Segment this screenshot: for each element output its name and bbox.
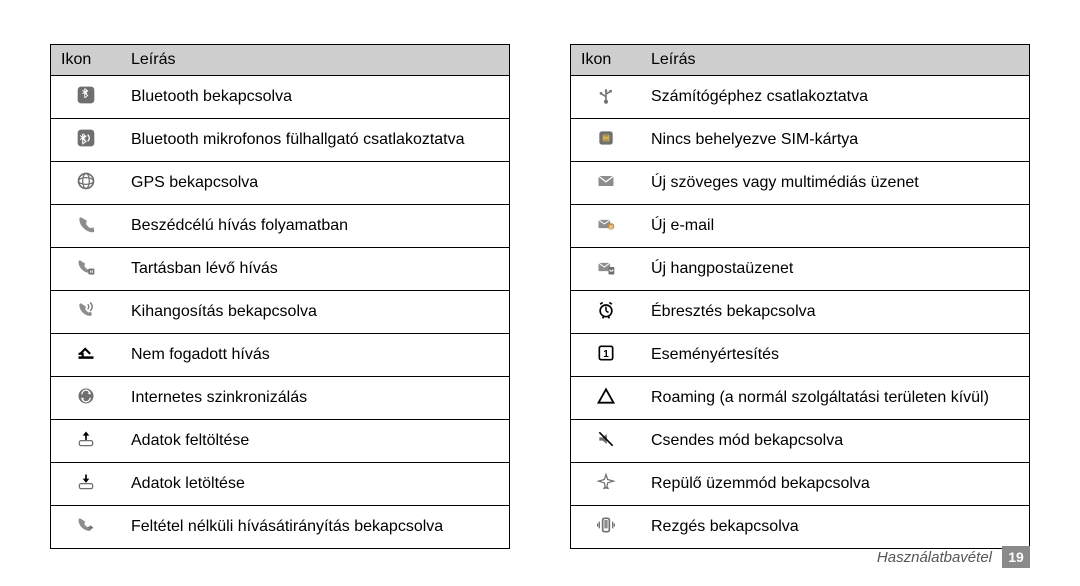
table-row: Ébresztés bekapcsolva — [571, 291, 1029, 334]
speaker-icon — [51, 291, 121, 334]
left-table: Ikon Leírás Bluetooth bekapcsolvaBluetoo… — [51, 45, 509, 549]
header-icon: Ikon — [51, 45, 121, 76]
missed-icon — [51, 334, 121, 377]
row-desc: Kihangosítás bekapcsolva — [121, 291, 509, 334]
row-desc: Nincs behelyezve SIM-kártya — [641, 119, 1029, 162]
voicemail-icon — [571, 248, 641, 291]
row-desc: Beszédcélú hívás folyamatban — [121, 205, 509, 248]
right-table: Ikon Leírás Számítógéphez csatlakoztatva… — [571, 45, 1029, 549]
table-row: Nem fogadott hívás — [51, 334, 509, 377]
row-desc: Internetes szinkronizálás — [121, 377, 509, 420]
page-body: Ikon Leírás Bluetooth bekapcsolvaBluetoo… — [0, 0, 1080, 549]
row-desc: Új hangpostaüzenet — [641, 248, 1029, 291]
svg-text:@: @ — [608, 225, 613, 231]
footer: Használatbavétel 19 — [877, 546, 1030, 568]
row-desc: Tartásban lévő hívás — [121, 248, 509, 291]
table-row: Csendes mód bekapcsolva — [571, 420, 1029, 463]
table-row: Adatok letöltése — [51, 463, 509, 506]
table-row: Beszédcélú hívás folyamatban — [51, 205, 509, 248]
row-desc: Bluetooth mikrofonos fülhallgató csatlak… — [121, 119, 509, 162]
row-desc: Roaming (a normál szolgáltatási területe… — [641, 377, 1029, 420]
row-desc: Ébresztés bekapcsolva — [641, 291, 1029, 334]
table-row: Bluetooth mikrofonos fülhallgató csatlak… — [51, 119, 509, 162]
vibrate-icon — [571, 506, 641, 549]
nosim-icon — [571, 119, 641, 162]
row-desc: Számítógéphez csatlakoztatva — [641, 76, 1029, 119]
row-desc: Repülő üzemmód bekapcsolva — [641, 463, 1029, 506]
table-row: Nincs behelyezve SIM-kártya — [571, 119, 1029, 162]
table-row: Tartásban lévő hívás — [51, 248, 509, 291]
row-desc: GPS bekapcsolva — [121, 162, 509, 205]
table-row: Új szöveges vagy multimédiás üzenet — [571, 162, 1029, 205]
row-desc: Rezgés bekapcsolva — [641, 506, 1029, 549]
row-desc: Nem fogadott hívás — [121, 334, 509, 377]
row-desc: Csendes mód bekapcsolva — [641, 420, 1029, 463]
call-icon — [51, 205, 121, 248]
table-row: Rezgés bekapcsolva — [571, 506, 1029, 549]
table-row: GPS bekapcsolva — [51, 162, 509, 205]
sync-icon — [51, 377, 121, 420]
table-row: Kihangosítás bekapcsolva — [51, 291, 509, 334]
table-row: Roaming (a normál szolgáltatási területe… — [571, 377, 1029, 420]
gps-icon — [51, 162, 121, 205]
row-desc: Adatok letöltése — [121, 463, 509, 506]
table-row: Új hangpostaüzenet — [571, 248, 1029, 291]
silent-icon — [571, 420, 641, 463]
header-desc: Leírás — [121, 45, 509, 76]
event-icon: 1 — [571, 334, 641, 377]
table-row: Repülő üzemmód bekapcsolva — [571, 463, 1029, 506]
row-desc: Adatok feltöltése — [121, 420, 509, 463]
download-icon — [51, 463, 121, 506]
row-desc: Új e-mail — [641, 205, 1029, 248]
row-desc: Eseményértesítés — [641, 334, 1029, 377]
row-desc: Bluetooth bekapcsolva — [121, 76, 509, 119]
upload-icon — [51, 420, 121, 463]
header-icon: Ikon — [571, 45, 641, 76]
bt-headset-icon — [51, 119, 121, 162]
right-column: Ikon Leírás Számítógéphez csatlakoztatva… — [570, 44, 1030, 549]
usb-icon — [571, 76, 641, 119]
page-number: 19 — [1002, 546, 1030, 568]
bluetooth-icon — [51, 76, 121, 119]
roaming-icon — [571, 377, 641, 420]
table-row: Feltétel nélküli hívásátirányítás bekapc… — [51, 506, 509, 549]
table-row: Számítógéphez csatlakoztatva — [571, 76, 1029, 119]
plane-icon — [571, 463, 641, 506]
row-desc: Feltétel nélküli hívásátirányítás bekapc… — [121, 506, 509, 549]
call-hold-icon — [51, 248, 121, 291]
table-row: Internetes szinkronizálás — [51, 377, 509, 420]
table-row: @ Új e-mail — [571, 205, 1029, 248]
table-row: 1 Eseményértesítés — [571, 334, 1029, 377]
left-column: Ikon Leírás Bluetooth bekapcsolvaBluetoo… — [50, 44, 510, 549]
msg-icon — [571, 162, 641, 205]
svg-text:1: 1 — [603, 349, 609, 360]
table-row: Bluetooth bekapcsolva — [51, 76, 509, 119]
alarm-icon — [571, 291, 641, 334]
row-desc: Új szöveges vagy multimédiás üzenet — [641, 162, 1029, 205]
email-icon: @ — [571, 205, 641, 248]
footer-label: Használatbavétel — [877, 549, 992, 566]
header-desc: Leírás — [641, 45, 1029, 76]
table-row: Adatok feltöltése — [51, 420, 509, 463]
forward-icon — [51, 506, 121, 549]
